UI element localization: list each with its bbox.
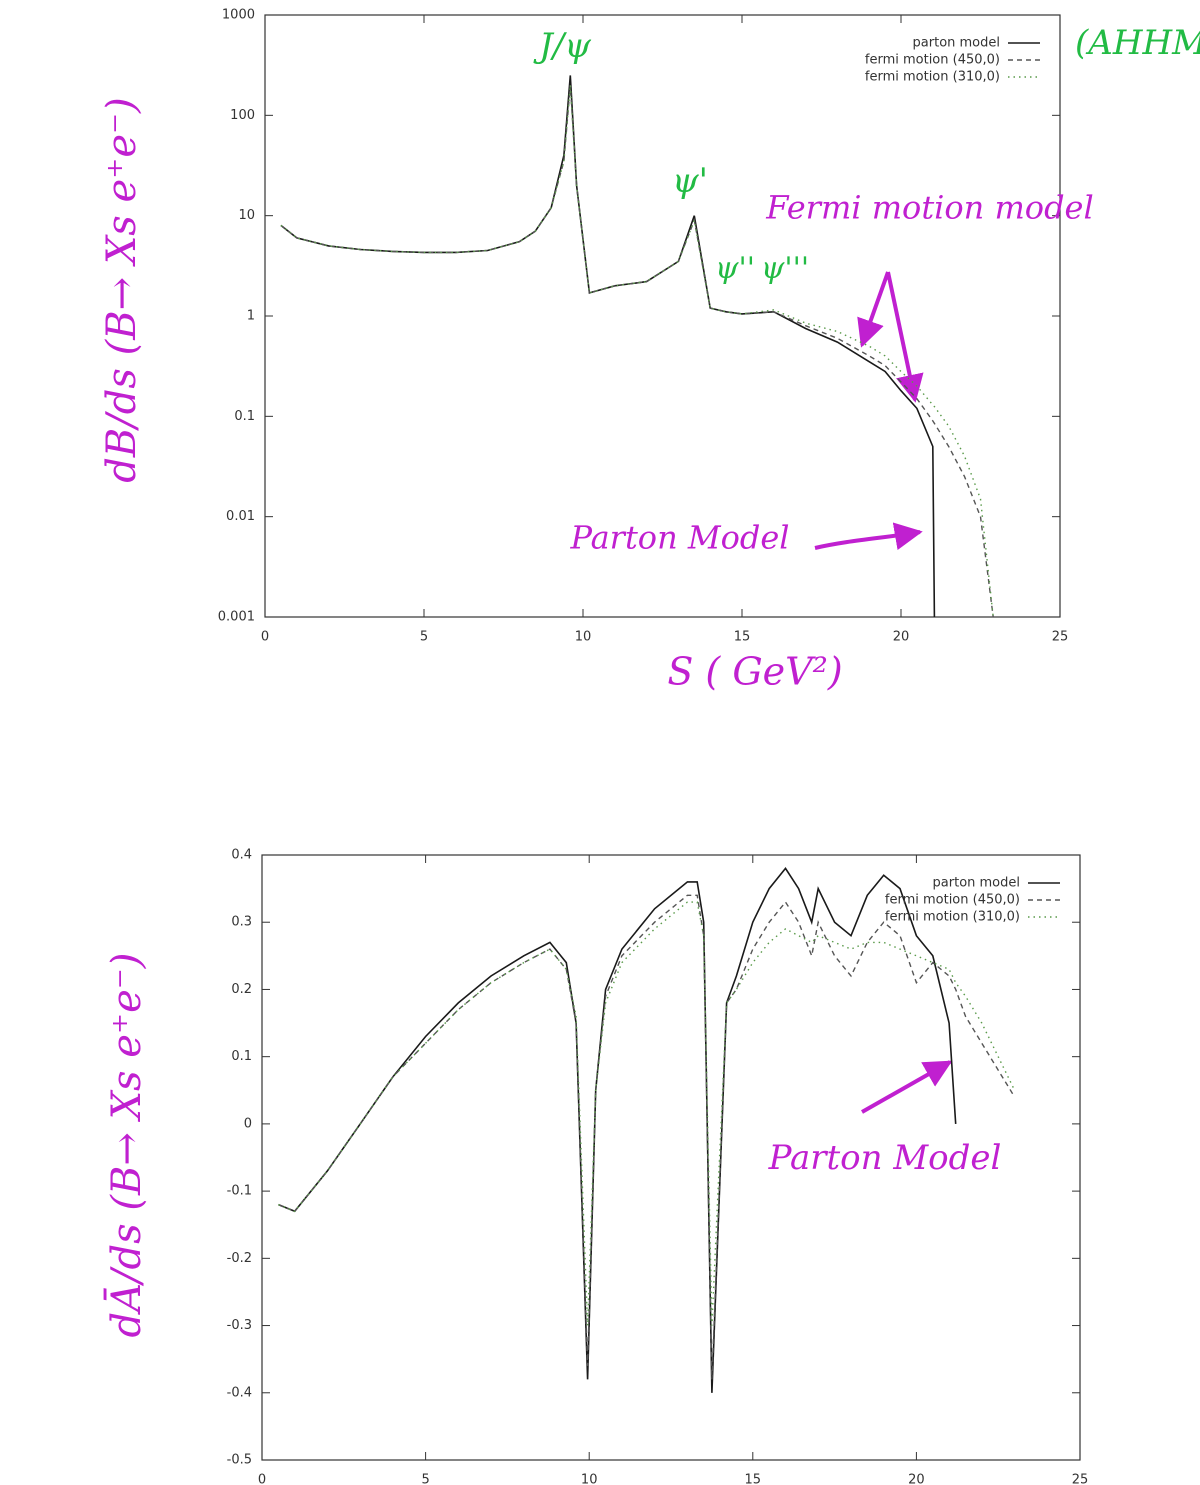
- annotation: Parton Model: [768, 1138, 1002, 1178]
- x-tick-label: 10: [581, 1473, 598, 1485]
- y-tick-label: -0.1: [227, 1184, 252, 1199]
- y-axis-label: dB/ds (B→ Xs e⁺e⁻): [99, 97, 145, 482]
- plot-frame: [261, 854, 1081, 1461]
- annotation: J/ψ: [533, 26, 591, 66]
- y-tick-label: 0.1: [234, 409, 255, 424]
- arrow: [857, 271, 890, 348]
- y-tick-label: 0.4: [231, 848, 252, 863]
- x-tick-label: 25: [1072, 1473, 1089, 1485]
- x-tick-label: 20: [908, 1473, 925, 1485]
- x-tick-label: 20: [893, 630, 910, 645]
- y-tick-label: 0.3: [231, 915, 252, 930]
- legend-label: fermi motion (450,0): [885, 893, 1020, 908]
- legend-label: parton model: [913, 36, 1000, 51]
- y-tick-label: 1: [247, 309, 255, 324]
- y-tick-label: 1000: [222, 8, 255, 23]
- y-tick-label: 10: [238, 208, 255, 223]
- annotation: Fermi motion model: [765, 189, 1093, 227]
- y-tick-label: 100: [230, 108, 255, 123]
- arrows: [814, 271, 953, 1114]
- y-axis-label: dĀ/ds (B→ Xs e⁺e⁻): [104, 953, 150, 1338]
- x-tick-label: 15: [745, 1473, 762, 1485]
- y-tick-label: -0.5: [227, 1453, 252, 1468]
- legend-label: fermi motion (450,0): [865, 53, 1000, 68]
- x-tick-label: 15: [734, 630, 751, 645]
- series-line: [280, 85, 994, 618]
- legend-label: parton model: [933, 876, 1020, 891]
- y-tick-label: -0.3: [227, 1318, 252, 1333]
- x-tick-label: 0: [258, 1473, 266, 1485]
- x-axis-label: S ( GeV²): [667, 650, 842, 694]
- y-tick-label: 0: [244, 1116, 252, 1131]
- annotation: ψ'': [715, 251, 755, 286]
- y-tick-label: 0.2: [231, 982, 252, 997]
- annotation: (AHHM: [1075, 23, 1200, 63]
- x-tick-label: 10: [575, 630, 592, 645]
- y-tick-label: 0.001: [218, 610, 255, 625]
- x-tick-label: 0: [261, 630, 269, 645]
- x-tick-label: 5: [421, 1473, 429, 1485]
- annotation: ψ': [672, 161, 708, 201]
- series-line: [278, 867, 957, 1393]
- legend-label: fermi motion (310,0): [865, 70, 1000, 85]
- y-tick-label: -0.2: [227, 1251, 252, 1266]
- arrow: [861, 1060, 953, 1114]
- x-tick-label: 5: [420, 630, 428, 645]
- arrow: [814, 522, 923, 551]
- y-tick-label: 0.1: [231, 1049, 252, 1064]
- x-tick-label: 25: [1052, 630, 1069, 645]
- legend-label: fermi motion (310,0): [885, 910, 1020, 925]
- arrow: [886, 271, 924, 403]
- y-tick-label: -0.4: [227, 1385, 252, 1400]
- y-tick-label: 0.01: [226, 509, 255, 524]
- annotation: ψ''': [761, 251, 809, 286]
- series-line: [278, 901, 1016, 1326]
- annotation: Parton Model: [569, 519, 789, 557]
